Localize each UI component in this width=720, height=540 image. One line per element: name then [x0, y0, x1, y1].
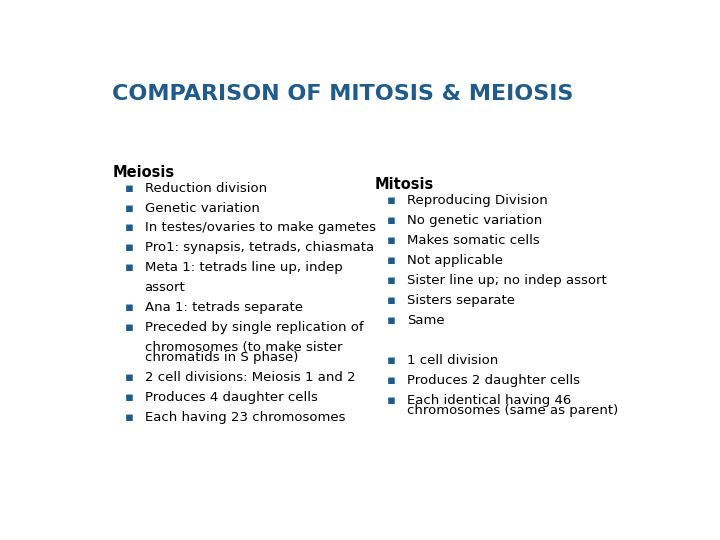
Text: Produces 4 daughter cells: Produces 4 daughter cells: [145, 391, 318, 404]
Text: Meiosis: Meiosis: [112, 165, 174, 180]
Text: Sister line up; no indep assort: Sister line up; no indep assort: [407, 274, 607, 287]
Text: ▪: ▪: [387, 294, 396, 307]
Text: Makes somatic cells: Makes somatic cells: [407, 234, 540, 247]
Text: Mitosis: Mitosis: [374, 177, 434, 192]
Text: chromatids in S phase): chromatids in S phase): [145, 351, 298, 364]
Text: Same: Same: [407, 314, 444, 327]
Text: Genetic variation: Genetic variation: [145, 201, 259, 214]
Text: ▪: ▪: [125, 371, 134, 384]
Text: ▪: ▪: [125, 301, 134, 314]
Text: ▪: ▪: [125, 391, 134, 404]
Text: Each identical having 46: Each identical having 46: [407, 394, 571, 407]
Text: No genetic variation: No genetic variation: [407, 214, 542, 227]
Text: Meta 1: tetrads line up, indep: Meta 1: tetrads line up, indep: [145, 261, 343, 274]
Text: ▪: ▪: [387, 254, 396, 267]
Text: ▪: ▪: [125, 221, 134, 234]
Text: ▪: ▪: [387, 274, 396, 287]
Text: COMPARISON OF MITOSIS & MEIOSIS: COMPARISON OF MITOSIS & MEIOSIS: [112, 84, 574, 104]
Text: chromosomes (to make sister: chromosomes (to make sister: [145, 341, 342, 354]
Text: Ana 1: tetrads separate: Ana 1: tetrads separate: [145, 301, 302, 314]
Text: ▪: ▪: [125, 411, 134, 424]
Text: Reproducing Division: Reproducing Division: [407, 194, 548, 207]
Text: ▪: ▪: [387, 194, 396, 207]
Text: Not applicable: Not applicable: [407, 254, 503, 267]
Text: Preceded by single replication of: Preceded by single replication of: [145, 321, 364, 334]
Text: ▪: ▪: [387, 234, 396, 247]
Text: Each having 23 chromosomes: Each having 23 chromosomes: [145, 411, 345, 424]
Text: Pro1: synapsis, tetrads, chiasmata: Pro1: synapsis, tetrads, chiasmata: [145, 241, 374, 254]
Text: Produces 2 daughter cells: Produces 2 daughter cells: [407, 374, 580, 387]
Text: ▪: ▪: [125, 201, 134, 214]
Text: Reduction division: Reduction division: [145, 181, 267, 194]
Text: ▪: ▪: [387, 394, 396, 407]
Text: In testes/ovaries to make gametes: In testes/ovaries to make gametes: [145, 221, 376, 234]
Text: ▪: ▪: [125, 181, 134, 194]
Text: 2 cell divisions: Meiosis 1 and 2: 2 cell divisions: Meiosis 1 and 2: [145, 371, 355, 384]
Text: chromosomes (same as parent): chromosomes (same as parent): [407, 404, 618, 417]
Text: Sisters separate: Sisters separate: [407, 294, 515, 307]
Text: ▪: ▪: [125, 321, 134, 334]
Text: ▪: ▪: [387, 354, 396, 367]
Text: assort: assort: [145, 281, 186, 294]
Text: ▪: ▪: [125, 261, 134, 274]
Text: ▪: ▪: [387, 314, 396, 327]
Text: ▪: ▪: [125, 241, 134, 254]
Text: ▪: ▪: [387, 374, 396, 387]
Text: ▪: ▪: [387, 214, 396, 227]
Text: 1 cell division: 1 cell division: [407, 354, 498, 367]
